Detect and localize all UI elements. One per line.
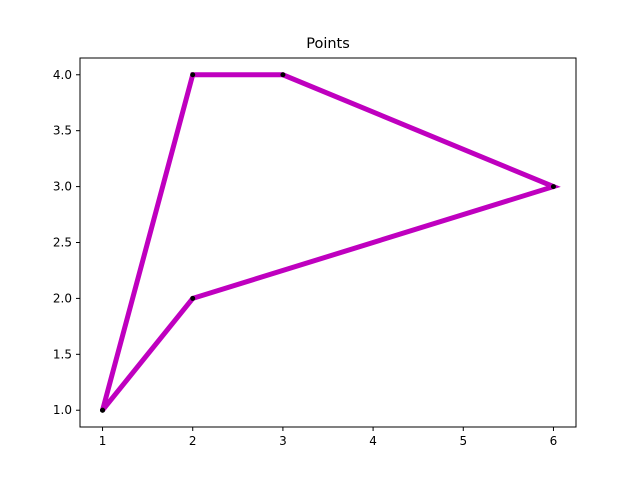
y-tick-label: 3.0 xyxy=(53,180,72,194)
data-point xyxy=(190,295,196,301)
y-tick-label: 2.0 xyxy=(53,291,72,305)
data-point xyxy=(280,72,286,78)
plot-frame xyxy=(79,57,577,428)
data-point xyxy=(100,407,106,413)
x-tick-label: 4 xyxy=(369,434,377,448)
y-tick-label: 1.5 xyxy=(53,347,72,361)
y-tick-label: 3.5 xyxy=(53,124,72,138)
y-tick-label: 2.5 xyxy=(53,236,72,250)
data-point xyxy=(550,184,556,190)
x-tick-label: 2 xyxy=(189,434,197,448)
x-tick-label: 3 xyxy=(279,434,287,448)
chart-title: Points xyxy=(306,36,350,52)
series-line xyxy=(100,72,561,412)
x-tick-label: 1 xyxy=(99,434,107,448)
y-tick-label: 4.0 xyxy=(53,68,72,82)
x-tick-label: 5 xyxy=(459,434,467,448)
x-tick-label: 6 xyxy=(550,434,558,448)
y-tick-label: 1.0 xyxy=(53,403,72,417)
data-point xyxy=(190,72,196,78)
